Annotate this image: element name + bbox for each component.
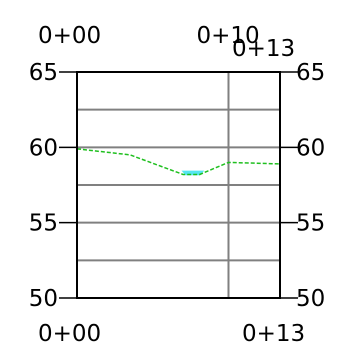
grid-layer [77, 72, 280, 298]
y-tick-label-right: 50 [296, 286, 325, 312]
y-tick-label-left: 65 [29, 60, 58, 86]
profile-line [76, 148, 281, 176]
top-station-label: 0+13 [232, 36, 295, 62]
top-station-label: 0+10 [196, 23, 259, 49]
frame-layer [59, 71, 298, 299]
series-layer [76, 148, 281, 176]
bottom-station-label: 0+13 [242, 321, 305, 347]
plot-frame [76, 71, 281, 299]
y-tick-label-right: 65 [296, 60, 325, 86]
bottom-station-label: 0+00 [38, 321, 101, 347]
y-tick-label-right: 60 [296, 135, 325, 161]
y-tick-label-right: 55 [296, 211, 325, 237]
top-station-label: 0+00 [38, 23, 101, 49]
y-tick-label-left: 50 [29, 286, 58, 312]
y-tick-label-left: 60 [29, 135, 58, 161]
y-tick-label-left: 55 [29, 211, 58, 237]
